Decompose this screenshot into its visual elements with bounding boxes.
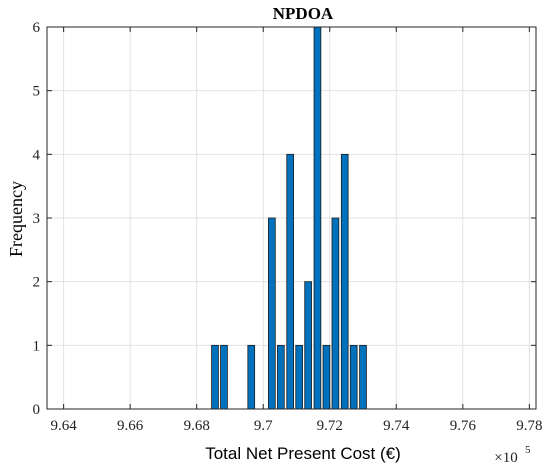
bars [211, 26, 367, 410]
x-axis-label: Total Net Present Cost (€) [205, 444, 401, 463]
x-tick-label: 9.76 [450, 418, 477, 434]
tick-marks [47, 26, 536, 410]
histogram-bar [286, 153, 294, 410]
histogram-bar [322, 344, 331, 410]
histogram-bar [211, 344, 219, 410]
histogram-bar [349, 344, 358, 410]
x-tick-labels: 9.64 9.66 9.68 9.7 9.72 9.74 9.76 9.78 [51, 418, 543, 434]
histogram-bar [359, 344, 367, 410]
histogram-bar [268, 217, 276, 410]
x-tick-label: 9.72 [317, 418, 343, 434]
x-tick-label: 9.64 [51, 418, 78, 434]
y-tick-label: 4 [33, 147, 41, 163]
y-tick-label: 3 [33, 211, 41, 227]
histogram-bar [277, 344, 285, 410]
y-tick-label: 2 [33, 275, 41, 291]
histogram-bar [313, 26, 322, 410]
x-axis-multiplier-exponent: 5 [525, 444, 531, 456]
chart-title: NPDOA [273, 4, 334, 23]
y-axis-label: Frequency [6, 181, 26, 257]
x-tick-label: 9.68 [184, 418, 210, 434]
x-tick-label: 9.66 [117, 418, 144, 434]
x-tick-label: 9.7 [254, 418, 273, 434]
histogram-bar [220, 344, 228, 410]
histogram-bar [304, 281, 312, 410]
histogram-bar [295, 344, 303, 410]
y-tick-label: 5 [33, 84, 41, 100]
x-tick-label: 9.78 [516, 418, 542, 434]
y-tick-label: 6 [33, 20, 41, 36]
y-tick-label: 1 [33, 338, 41, 354]
x-tick-label: 9.74 [383, 418, 410, 434]
y-tick-labels: 0 1 2 3 4 5 6 [33, 20, 41, 418]
histogram-bar [331, 217, 340, 410]
histogram-bar [340, 153, 349, 410]
y-tick-label: 0 [33, 402, 41, 418]
x-axis-multiplier: ×10 [494, 450, 517, 466]
histogram-bar [247, 344, 256, 410]
